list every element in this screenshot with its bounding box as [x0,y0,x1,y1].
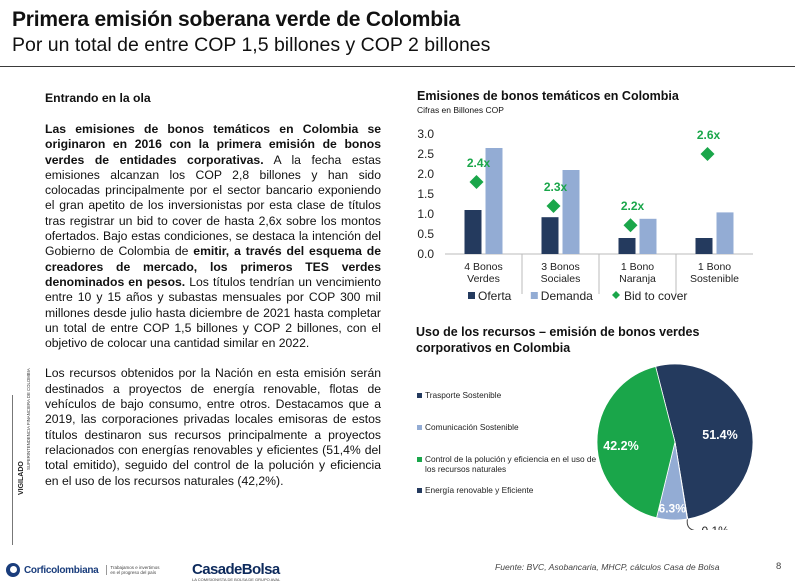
x-tick-label: Verdes [467,273,500,285]
pie-chart: 51.4% 0.1% 6.3% 42.2% [596,363,754,530]
casadebolsa-logo-name: CasadeBolsa [192,561,280,578]
bid-to-cover-label: 2.4x [467,156,491,170]
pie-data-label: 51.4% [702,428,737,442]
page-subtitle: Por un total de entre COP 1,5 billones y… [12,34,491,56]
p1-text-a: A la fecha estas emisiones alcanzan los … [45,152,381,259]
pie-legend-label: Control de la polución y eficiencia en e… [425,454,597,474]
p1-text-b: Los títulos tendrían un vencimiento entr… [45,274,381,351]
y-tick-label: 1.0 [417,207,434,221]
pie-legend-label: Energía renovable y Eficiente [425,485,534,495]
article-paragraph-2: Los recursos obtenidos por la Nación en … [45,366,381,488]
y-tick-label: 2.5 [417,147,434,161]
corficolombiana-logo: Corficolombiana Trabajamos e invertimos … [6,560,164,580]
bar-demanda [562,170,580,254]
x-tick-label: 1 Bono [698,261,731,273]
bar-oferta [541,217,559,254]
pie-data-label: 0.1% [701,524,729,530]
bar-oferta [464,210,482,254]
y-tick-label: 3.0 [417,127,434,141]
x-tick-label: Naranja [619,273,656,285]
bid-to-cover-marker [546,199,561,213]
legend-label-bid-to-cover: Bid to cover [624,289,687,303]
legend-swatch-oferta [468,292,475,299]
casadebolsa-logo-tagline: LA COMISIONISTA DE BOLSA DE GRUPO AVAL [192,577,281,582]
bid-to-cover-marker [623,218,638,233]
pie-chart-title: Uso de los recursos – emisión de bonos v… [416,325,700,355]
pie-data-label: 42.2% [603,439,638,453]
page-title: Primera emisión soberana verde de Colomb… [12,8,460,31]
bid-to-cover-label: 2.2x [621,199,645,213]
bar-demanda [485,148,503,254]
bar-demanda [639,218,657,254]
corficolombiana-logo-name: Corficolombiana [24,564,99,576]
bar-chart-subtitle: Cifras en Billones COP [417,105,504,115]
bar-oferta [618,238,636,254]
regulator-sidebar: VIGILADO SUPERINTENDENCIA FINANCIERA DE … [4,368,36,545]
source-note: Fuente: BVC, Asobancaria, MHCP, cálculos… [495,562,720,572]
pie-data-label: 6.3% [659,502,687,516]
y-tick-label: 0.0 [417,247,434,261]
p1-bold-lead: Las emisiones de bonos temáticos en Colo… [45,122,381,167]
y-tick-label: 1.5 [417,187,434,201]
pie-legend-label: Comunicación Sostenible [425,422,519,432]
pie-legend-swatch [417,457,422,462]
bar-demanda [716,212,734,254]
legend-label-demanda: Demanda [541,289,593,303]
pie-legend-item: Trasporte Sostenible [417,390,597,400]
article-paragraph-1: Las emisiones de bonos temáticos en Colo… [45,122,381,351]
pie-legend-swatch [417,393,422,398]
page-number: 8 [776,561,782,572]
legend-label-oferta: Oferta [478,289,512,303]
x-tick-label: 3 Bonos [541,261,580,273]
legend-swatch-demanda [530,292,538,299]
x-tick-label: Sociales [541,273,581,285]
bid-to-cover-label: 2.3x [544,180,568,194]
pie-legend-swatch [417,425,422,430]
x-tick-label: 1 Bono [621,261,654,273]
legend-swatch-bid-to-cover [612,291,620,299]
bar-oferta [695,238,713,254]
header-divider [0,66,795,67]
pie-slice [655,363,754,520]
corficolombiana-logo-tagline: Trabajamos e invertimos en el progreso d… [106,565,164,575]
p1-bold-tes: emitir, a través del esquema de creadore… [45,244,381,289]
bar-chart-title: Emisiones de bonos temáticos en Colombia [417,89,679,103]
pie-slice [596,365,676,519]
article-heading: Entrando en la ola [45,91,151,105]
sidebar-divider [12,395,13,545]
pie-legend-label: Trasporte Sostenible [425,390,502,400]
pie-legend-item: Energía renovable y Eficiente [417,485,597,495]
y-tick-label: 2.0 [417,167,434,181]
pie-leader-line [686,518,695,530]
bid-to-cover-marker [700,147,715,161]
pie-legend-item: Comunicación Sostenible [417,422,597,432]
x-tick-label: Sostenible [690,273,739,285]
corficolombiana-logo-mark [6,563,20,577]
vigilado-label: VIGILADO [18,461,25,495]
y-tick-label: 0.5 [417,227,434,241]
pie-legend-swatch [417,488,422,493]
superintendencia-label: SUPERINTENDENCIA FINANCIERA DE COLOMBIA [26,368,31,470]
article-body: Las emisiones de bonos temáticos en Colo… [45,122,381,489]
casadebolsa-logo: CasadeBolsa LA COMISIONISTA DE BOLSA DE … [192,561,280,582]
bid-to-cover-marker [469,175,484,189]
x-tick-label: 4 Bonos [464,261,503,273]
bid-to-cover-label: 2.6x [697,128,721,142]
pie-legend-item: Control de la polución y eficiencia en e… [417,454,597,474]
